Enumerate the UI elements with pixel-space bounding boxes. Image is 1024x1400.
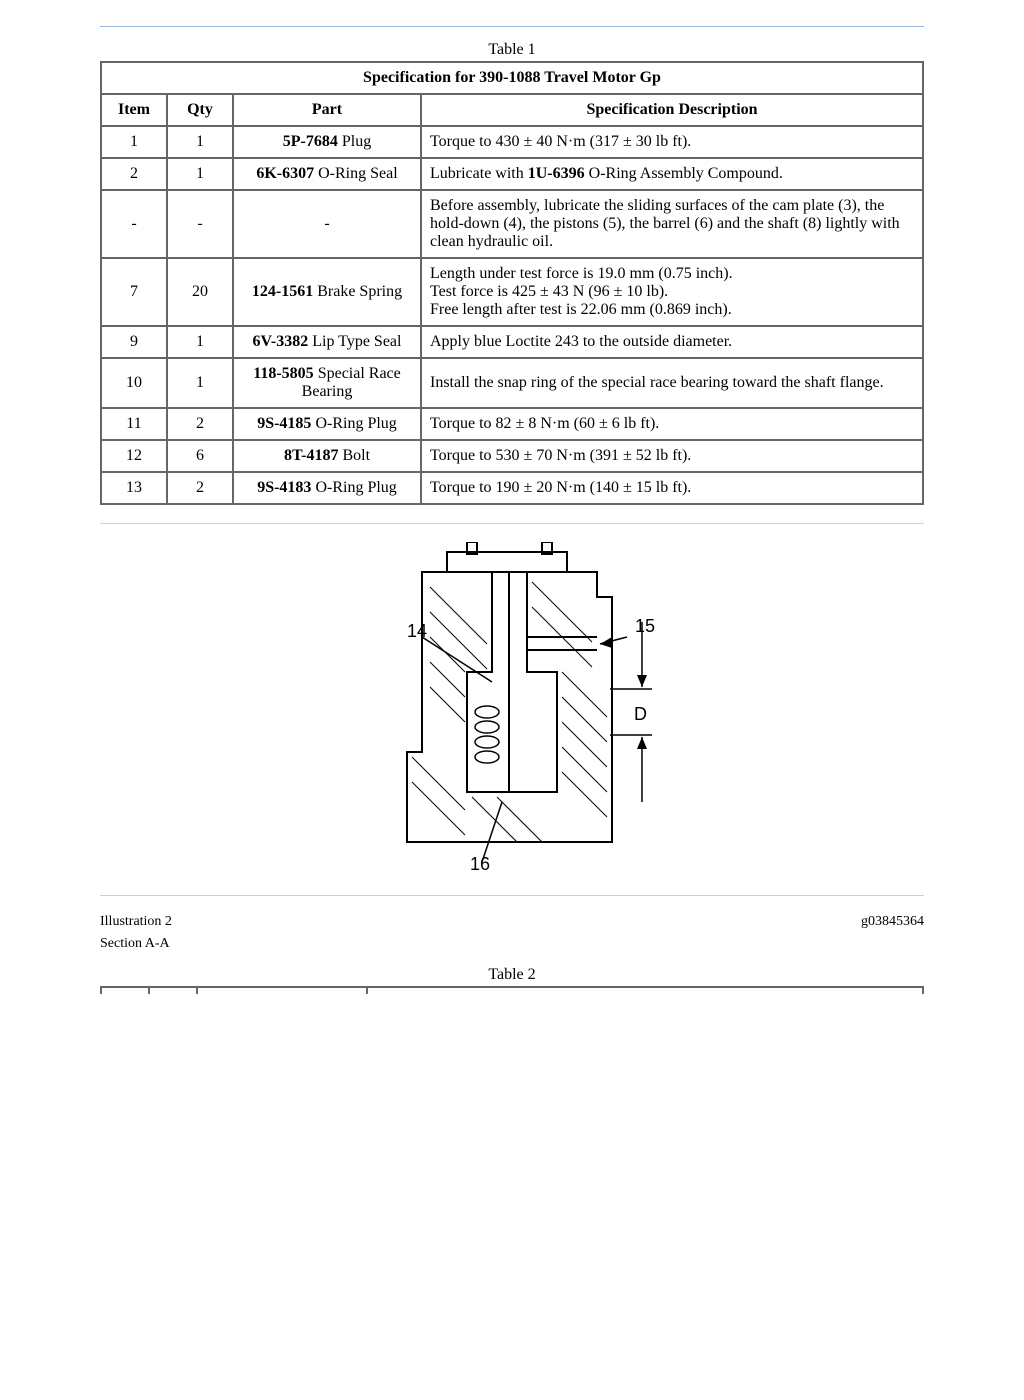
table-row: 10 1 118-5805 Special Race Bearing Insta… <box>101 358 923 408</box>
cell-item: 7 <box>101 258 167 326</box>
table-row: - - - Before assembly, lubricate the sli… <box>101 190 923 258</box>
cell-qty: 1 <box>167 158 233 190</box>
cell-part: - <box>233 190 421 258</box>
cell-part: 8T-4187 Bolt <box>233 440 421 472</box>
callout-15: 15 <box>635 616 655 636</box>
cell-desc: Install the snap ring of the special rac… <box>421 358 923 408</box>
cell-desc: Torque to 190 ± 20 N·m (140 ± 15 lb ft). <box>421 472 923 504</box>
cell-qty: 1 <box>167 358 233 408</box>
table-row: 9 1 6V-3382 Lip Type Seal Apply blue Loc… <box>101 326 923 358</box>
cell-desc: Length under test force is 19.0 mm (0.75… <box>421 258 923 326</box>
table-row: 13 2 9S-4183 O-Ring Plug Torque to 190 ±… <box>101 472 923 504</box>
cell-item: 10 <box>101 358 167 408</box>
cell-item: 2 <box>101 158 167 190</box>
cell-part: 9S-4185 O-Ring Plug <box>233 408 421 440</box>
cell-item: 12 <box>101 440 167 472</box>
cell-desc: Torque to 530 ± 70 N·m (391 ± 52 lb ft). <box>421 440 923 472</box>
top-rule <box>100 26 924 27</box>
cell-part: 124-1561 Brake Spring <box>233 258 421 326</box>
cell-desc: Torque to 82 ± 8 N·m (60 ± 6 lb ft). <box>421 408 923 440</box>
cell-item: - <box>101 190 167 258</box>
th-desc: Specification Description <box>421 94 923 126</box>
illustration-2-diagram: 14 15 D 16 <box>100 542 924 877</box>
table-row: 12 6 8T-4187 Bolt Torque to 530 ± 70 N·m… <box>101 440 923 472</box>
th-item: Item <box>101 94 167 126</box>
table-row: 11 2 9S-4185 O-Ring Plug Torque to 82 ± … <box>101 408 923 440</box>
th-part: Part <box>233 94 421 126</box>
illus-rule <box>100 895 924 896</box>
table1-caption: Table 1 <box>100 41 924 59</box>
callout-14: 14 <box>407 621 427 641</box>
table-row: 1 1 5P-7684 Plug Torque to 430 ± 40 N·m … <box>101 126 923 158</box>
illustration-gnum: g03845364 <box>861 914 924 930</box>
cell-part: 9S-4183 O-Ring Plug <box>233 472 421 504</box>
cell-qty: - <box>167 190 233 258</box>
table2 <box>100 986 924 994</box>
cell-desc: Before assembly, lubricate the sliding s… <box>421 190 923 258</box>
cell-part: 5P-7684 Plug <box>233 126 421 158</box>
cell-qty: 2 <box>167 408 233 440</box>
cell-part: 118-5805 Special Race Bearing <box>233 358 421 408</box>
callout-16: 16 <box>470 854 490 872</box>
table1-title: Specification for 390-1088 Travel Motor … <box>101 62 923 94</box>
cell-desc: Apply blue Loctite 243 to the outside di… <box>421 326 923 358</box>
cell-qty: 2 <box>167 472 233 504</box>
cell-qty: 1 <box>167 326 233 358</box>
callout-D: D <box>634 704 647 724</box>
illustration-label: Illustration 2 <box>100 914 172 930</box>
th-qty: Qty <box>167 94 233 126</box>
table1: Specification for 390-1088 Travel Motor … <box>100 61 924 505</box>
cell-qty: 20 <box>167 258 233 326</box>
table-row: 7 20 124-1561 Brake Spring Length under … <box>101 258 923 326</box>
illustration-section: Section A-A <box>100 936 924 952</box>
cell-desc: Torque to 430 ± 40 N·m (317 ± 30 lb ft). <box>421 126 923 158</box>
cell-qty: 1 <box>167 126 233 158</box>
cell-item: 1 <box>101 126 167 158</box>
table-row: 2 1 6K-6307 O-Ring Seal Lubricate with 1… <box>101 158 923 190</box>
cell-item: 13 <box>101 472 167 504</box>
mid-rule <box>100 523 924 524</box>
cell-part: 6K-6307 O-Ring Seal <box>233 158 421 190</box>
cell-qty: 6 <box>167 440 233 472</box>
cell-desc: Lubricate with 1U-6396 O-Ring Assembly C… <box>421 158 923 190</box>
cell-part: 6V-3382 Lip Type Seal <box>233 326 421 358</box>
cell-item: 9 <box>101 326 167 358</box>
table2-caption: Table 2 <box>100 966 924 984</box>
cell-item: 11 <box>101 408 167 440</box>
